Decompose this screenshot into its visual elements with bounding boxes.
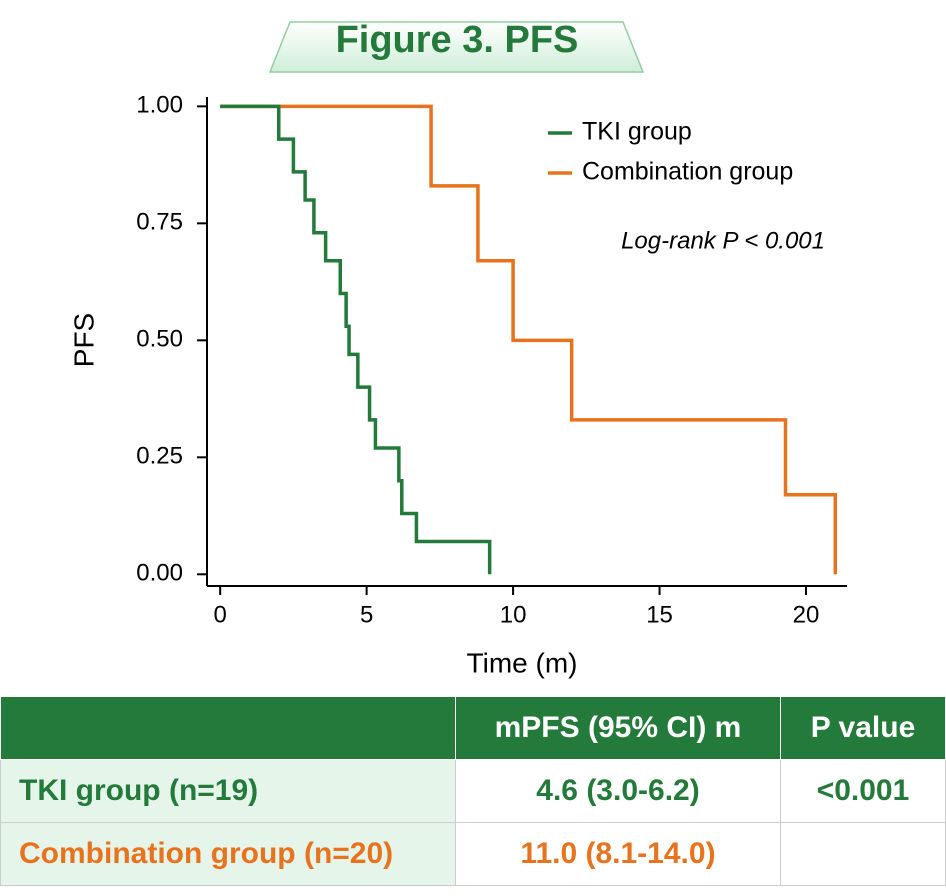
title-tab	[268, 21, 645, 73]
chart-title: Figure 3. PFS	[336, 19, 579, 61]
header-cell	[0, 697, 456, 760]
survival-line	[220, 104, 838, 575]
x-tick-label: 5	[360, 601, 373, 628]
y-tick-label: 0.50	[136, 326, 183, 353]
cell: <0.001	[780, 759, 946, 823]
header-row: mPFS (95% CI) m P value	[0, 697, 946, 760]
legend-label: Combination group	[582, 158, 793, 186]
table-row: TKI group (n=19) 4.6 (3.0-6.2) <0.001	[0, 759, 946, 823]
cell: 4.6 (3.0-6.2)	[455, 759, 781, 823]
summary-table: mPFS (95% CI) m P value TKI group (n=19)…	[0, 697, 946, 886]
legend-label: TKI group	[582, 118, 692, 146]
header-cell: P value	[780, 697, 946, 760]
annotation: Log-rank P < 0.001	[621, 227, 825, 254]
table-row: Combination group (n=20) 11.0 (8.1-14.0)	[0, 822, 946, 886]
cell: 11.0 (8.1-14.0)	[455, 822, 781, 886]
row-label: TKI group (n=19)	[0, 759, 456, 823]
survival-line	[220, 104, 492, 575]
header-cell: mPFS (95% CI) m	[455, 697, 781, 760]
x-tick-label: 0	[214, 601, 227, 628]
cell	[780, 822, 946, 886]
x-tick-label: 10	[500, 601, 527, 628]
x-tick-label: 15	[646, 601, 673, 628]
y-tick-label: 1.00	[136, 92, 183, 119]
x-axis-label: Time (m)	[467, 647, 578, 678]
y-tick-label: 0.25	[136, 443, 183, 470]
chart: Figure 3. PFS Time (m) PFS Log-rank P < …	[68, 19, 847, 678]
y-tick-label: 0.00	[136, 560, 183, 587]
y-tick-label: 0.75	[136, 209, 183, 236]
x-tick-label: 20	[793, 601, 820, 628]
row-label: Combination group (n=20)	[0, 822, 456, 886]
y-axis-label: PFS	[68, 313, 99, 367]
